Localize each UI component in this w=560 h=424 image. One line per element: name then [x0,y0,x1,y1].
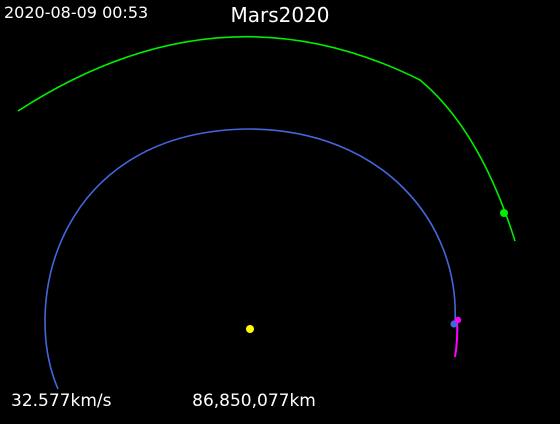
distance-readout: 86,850,077km [192,391,316,411]
earth-orbit-path [44,128,456,390]
spacecraft-marker [454,316,462,324]
sun-marker [246,325,254,333]
page-title: Mars2020 [230,3,330,27]
mars-marker [500,209,508,217]
speed-readout: 32.577km/s [11,391,112,411]
timestamp-label: 2020-08-09 00:53 [4,3,149,22]
mars-orbit-path [17,36,516,242]
